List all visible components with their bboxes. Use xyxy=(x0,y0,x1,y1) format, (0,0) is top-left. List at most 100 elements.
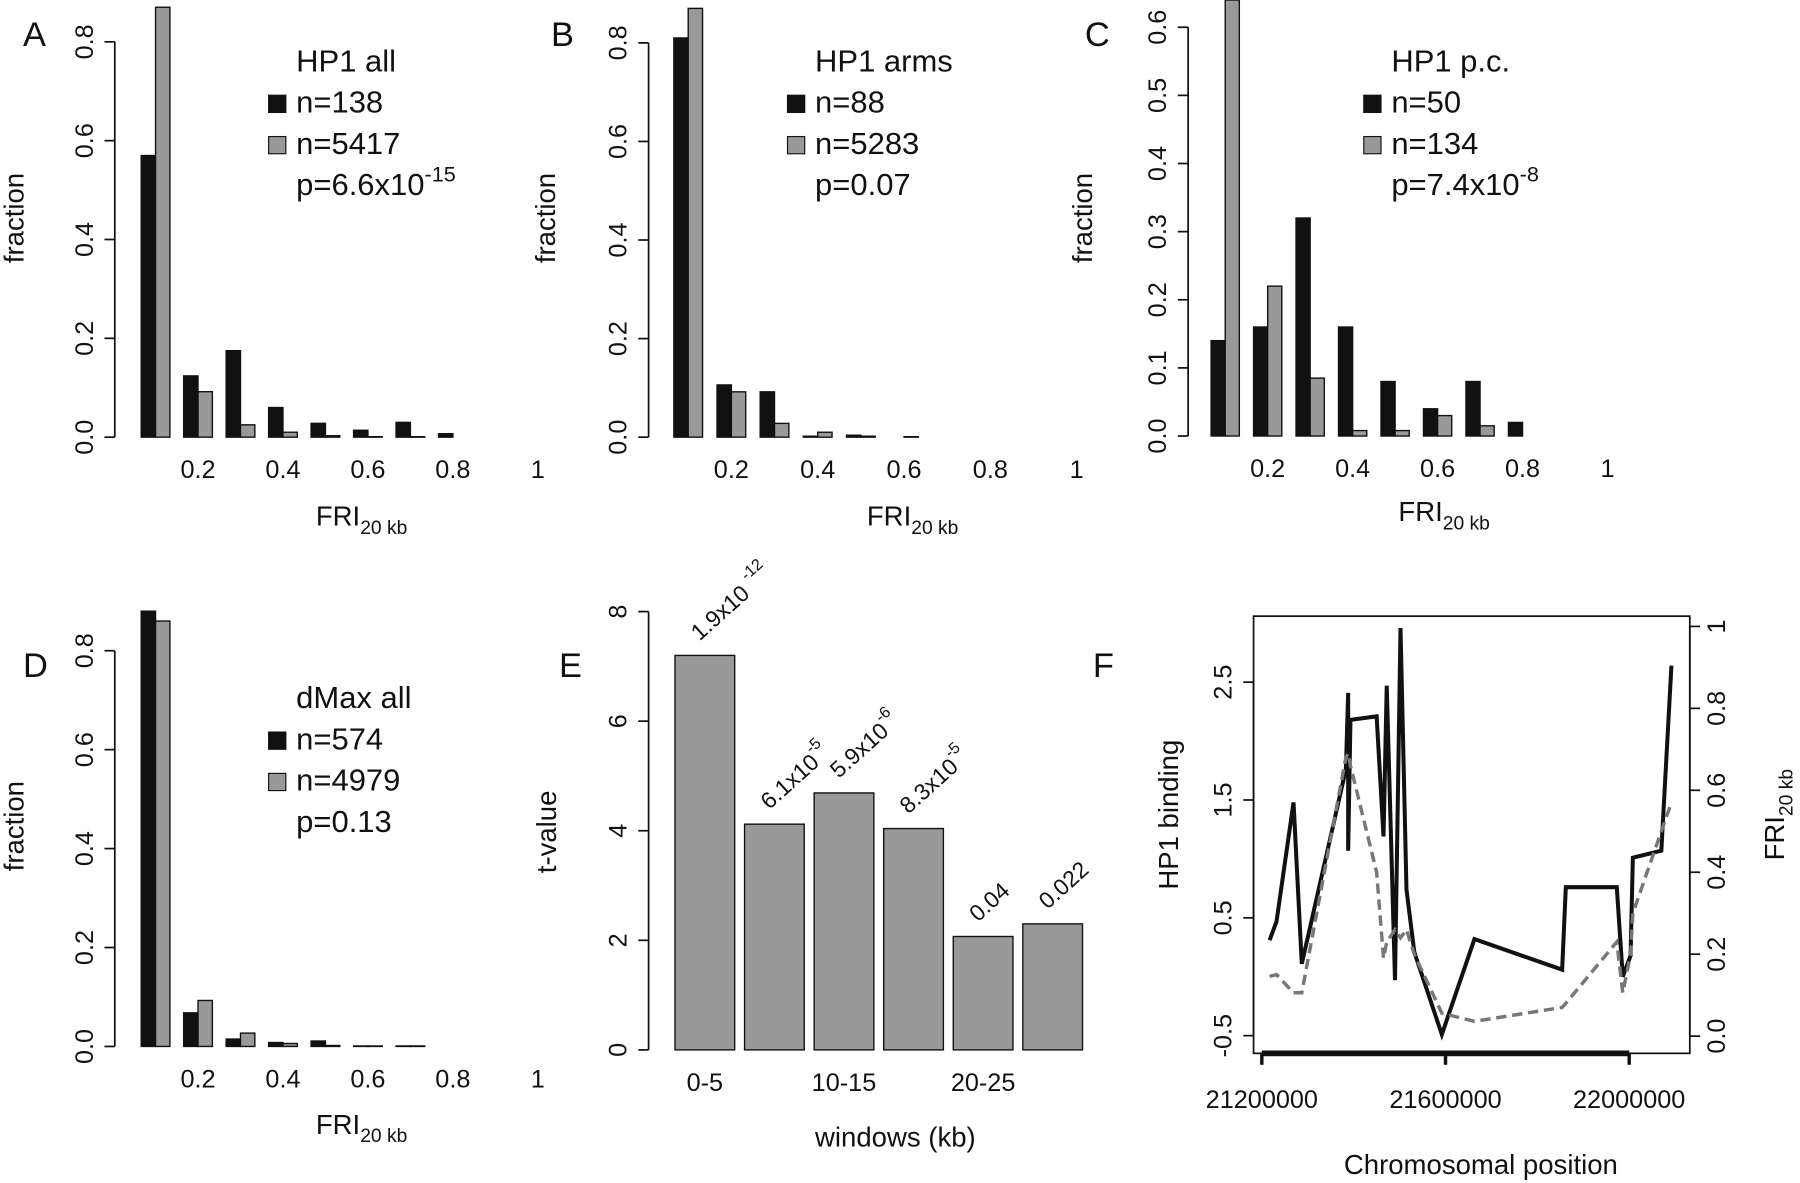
y-axis-title: fraction xyxy=(1067,173,1098,263)
annotation-part: p=0.13 xyxy=(296,804,392,839)
legend-label: n=88 xyxy=(815,85,885,120)
y-tick-label: 1 xyxy=(1703,619,1731,633)
panel-label: D xyxy=(23,647,48,685)
x-axis-title-part: 20 kb xyxy=(360,1126,407,1147)
y-axis-title: fraction xyxy=(0,173,29,263)
panel-label: E xyxy=(559,647,582,685)
bar xyxy=(1351,429,1368,437)
x-tick-label: 0.4 xyxy=(1335,455,1370,483)
y-axis-title: fraction xyxy=(0,781,29,871)
y-tick-label: 0.6 xyxy=(1144,10,1172,45)
legend-swatch xyxy=(786,94,806,114)
x-tick-label: 22000000 xyxy=(1573,1086,1685,1114)
bar xyxy=(182,1012,199,1048)
y-tick-label: 0.8 xyxy=(1703,691,1731,726)
data-line xyxy=(1267,627,1674,1041)
bar xyxy=(352,429,369,438)
y-tick-label: 2 xyxy=(605,933,633,947)
x-tick-label: 0.4 xyxy=(800,456,835,484)
x-tick-label: 0-5 xyxy=(687,1069,723,1097)
x-tick-label: 0.4 xyxy=(265,456,300,484)
y-tick-label: 4 xyxy=(605,824,633,838)
data-line xyxy=(1269,748,1674,1024)
value-label: 8.3x10-5 xyxy=(890,739,973,819)
annotation-part: p=6.6x10 xyxy=(296,167,424,202)
x-axis-title: FRI20 kb xyxy=(1398,496,1490,534)
y-tick-label: 0.2 xyxy=(71,930,99,965)
y-axis-title: HP1 binding xyxy=(1153,740,1184,890)
x-tick-label: 0.2 xyxy=(714,456,749,484)
x-tick-label: 21200000 xyxy=(1206,1086,1318,1114)
value-label-part: 5.9x10 xyxy=(825,717,894,782)
bar xyxy=(437,433,454,438)
x-axis-title-part: 20 kb xyxy=(1443,513,1490,534)
x-axis-title-part: FRI xyxy=(867,501,911,532)
legend-swatch xyxy=(1363,94,1382,114)
bar xyxy=(1479,425,1495,437)
x-axis-title-part: FRI xyxy=(1398,496,1442,527)
legend-label: n=5283 xyxy=(815,126,919,161)
x-tick-label: 0.4 xyxy=(265,1066,300,1094)
x-tick-label: 20-25 xyxy=(951,1069,1016,1097)
y-tick-label: 1.5 xyxy=(1210,782,1238,817)
y-tick-label: 0.0 xyxy=(1703,1019,1731,1054)
x-tick-label: 0.6 xyxy=(1420,455,1455,483)
y-axis-title: t-value xyxy=(531,791,562,874)
y-tick-label: 0.8 xyxy=(71,633,99,668)
value-label-part: 0.04 xyxy=(964,877,1015,926)
annotation: p=0.07 xyxy=(815,167,911,202)
y-tick-label: 0.6 xyxy=(605,124,633,159)
legend-title: HP1 p.c. xyxy=(1391,43,1510,78)
x-axis-title: FRI20 kb xyxy=(867,501,959,539)
bar xyxy=(813,792,875,1051)
x-axis-title-part: 20 kb xyxy=(911,518,958,539)
bar xyxy=(140,154,157,438)
legend-title: HP1 arms xyxy=(815,43,953,78)
value-label: 5.9x10-6 xyxy=(821,703,904,783)
y-tick-label: 6 xyxy=(605,714,633,728)
x-tick-label: 0.8 xyxy=(435,456,470,484)
bar xyxy=(883,827,945,1051)
y-tick-label: 0.6 xyxy=(71,123,99,158)
bar xyxy=(759,391,776,438)
y-tick-label: 0.2 xyxy=(1703,937,1731,972)
bar xyxy=(1267,285,1283,437)
bar xyxy=(310,422,327,438)
legend-label: n=5417 xyxy=(296,126,400,161)
bar xyxy=(730,391,747,438)
x-tick-label: 0.6 xyxy=(350,456,385,484)
x-axis-title: FRI20 kb xyxy=(316,1109,408,1147)
x-tick-label: 1 xyxy=(531,456,545,484)
value-label-part: 1.9x10 xyxy=(686,576,759,646)
bar xyxy=(817,431,833,438)
bar xyxy=(1380,380,1396,437)
y-tick-label: -0.5 xyxy=(1210,1014,1238,1057)
value-label-part: 0.022 xyxy=(1033,856,1093,914)
bar xyxy=(687,7,704,438)
x-tick-label: 1 xyxy=(1600,455,1614,483)
annotation: p=6.6x10-15 xyxy=(296,161,456,202)
y-tick-label: 0.0 xyxy=(1144,418,1172,453)
x-tick-label: 0.8 xyxy=(1505,455,1540,483)
legend-title: HP1 all xyxy=(296,43,396,78)
panel-label: A xyxy=(23,16,46,54)
bar xyxy=(225,350,242,438)
bar xyxy=(324,434,341,438)
y-tick-label: 0.1 xyxy=(1144,350,1172,385)
y-tick-label: 0.2 xyxy=(71,321,99,356)
bar xyxy=(239,1032,256,1048)
panel-label: B xyxy=(551,16,574,54)
x-axis-title-part: windows (kb) xyxy=(814,1122,976,1153)
x-axis-title: windows (kb) xyxy=(814,1122,976,1153)
x-tick-label: 1 xyxy=(1070,456,1084,484)
y-tick-label: 0.0 xyxy=(71,1029,99,1064)
y-tick-label: 0 xyxy=(605,1043,633,1057)
value-label: 0.022 xyxy=(1033,856,1093,914)
y-tick-label: 0.5 xyxy=(1144,78,1172,113)
annotation-part: p=0.07 xyxy=(815,167,911,202)
y-tick-label: 0.4 xyxy=(1703,855,1731,890)
value-label: 0.04 xyxy=(964,877,1015,926)
x-tick-label: 0.2 xyxy=(180,1066,215,1094)
legend-label: n=138 xyxy=(296,85,383,120)
x-tick-label: 0.2 xyxy=(1250,455,1285,483)
